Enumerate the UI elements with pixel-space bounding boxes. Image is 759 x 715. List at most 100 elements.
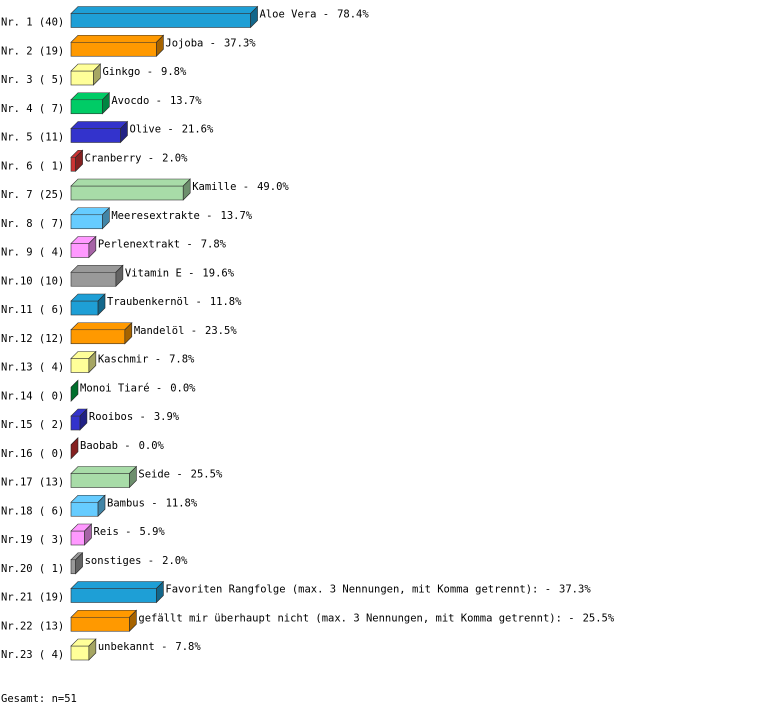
- bar-side-shade: [71, 437, 78, 459]
- bar-side: [93, 63, 101, 86]
- row-label: Nr.11 ( 6): [1, 304, 64, 316]
- row-label: Nr.13 ( 4): [1, 362, 64, 374]
- bar-side-shade: [124, 322, 132, 344]
- bar: [70, 494, 106, 517]
- bar-side: [79, 408, 88, 431]
- bar: [70, 264, 124, 287]
- row-label: Nr.23 ( 4): [1, 649, 64, 661]
- bar: [70, 34, 165, 57]
- bar-side: [115, 264, 124, 287]
- bar: [70, 322, 133, 345]
- value-label: 78.4%: [337, 9, 369, 21]
- bar-front: [70, 300, 99, 316]
- bar-front: [70, 41, 157, 57]
- bar-front: [70, 588, 157, 603]
- bar-label: Mandelöl - 23.5%: [134, 325, 238, 337]
- bar-front: [70, 415, 81, 431]
- value-label: 3.9%: [154, 411, 180, 423]
- row-label: Nr. 1 (40): [1, 17, 64, 29]
- bar-label: Meeresextrakte - 13.7%: [111, 210, 252, 222]
- bar: [70, 465, 138, 489]
- value-label: 11.8%: [210, 296, 242, 308]
- bar-label: Jojoba - 37.3%: [165, 37, 256, 49]
- bar-side-shade: [129, 466, 137, 488]
- value-label: 23.5%: [205, 325, 237, 337]
- bar-label: Perlenextrakt - 7.8%: [98, 239, 227, 251]
- bar-label: Baobab - 0.0%: [80, 440, 165, 452]
- bar-side: [250, 5, 258, 29]
- category-label: Avocdo -: [111, 95, 162, 107]
- bar-side: [88, 350, 97, 374]
- bar-front: [70, 645, 90, 661]
- bar-top: [70, 6, 259, 14]
- bar-label: sonstiges - 2.0%: [85, 555, 189, 567]
- row-label: Nr.22 (13): [1, 620, 64, 632]
- bar-top: [70, 34, 165, 43]
- value-label: 0.0%: [139, 440, 165, 452]
- value-label: 0.0%: [170, 382, 196, 394]
- bar-side-shade: [88, 639, 96, 660]
- bar-side: [88, 638, 97, 661]
- row-label: Nr.18 ( 6): [1, 505, 64, 517]
- category-label: unbekannt -: [98, 641, 168, 653]
- bar: [70, 638, 97, 661]
- bar-top: [70, 581, 165, 589]
- bar: [70, 350, 97, 374]
- bar-front: [70, 70, 94, 86]
- row-label: Nr.17 (13): [1, 477, 64, 489]
- row-label: Nr.10 (10): [1, 275, 64, 287]
- bar-front: [70, 156, 76, 172]
- bar-side-shade: [84, 524, 92, 545]
- bar-label: Bambus - 11.8%: [107, 497, 198, 509]
- category-label: Rooibos -: [89, 411, 146, 423]
- bar-front: [70, 329, 126, 345]
- value-label: 7.8%: [169, 354, 195, 366]
- bar: [70, 207, 111, 230]
- category-label: Ginkgo -: [102, 66, 153, 78]
- value-label: 37.3%: [224, 37, 256, 49]
- value-label: 2.0%: [162, 555, 188, 567]
- bar-side-shade: [75, 552, 83, 574]
- category-label: sonstiges -: [85, 555, 155, 567]
- row-label: Nr. 3 ( 5): [1, 74, 64, 86]
- bar: [70, 293, 106, 316]
- bar: [70, 235, 97, 259]
- bar-side: [102, 207, 110, 230]
- row-label: Nr.14 ( 0): [1, 390, 64, 402]
- row-label: Nr.20 ( 1): [1, 563, 64, 575]
- bar: [70, 580, 165, 604]
- bar-side: [70, 379, 79, 402]
- row-label: Nr. 4 ( 7): [1, 103, 64, 115]
- value-label: 13.7%: [170, 95, 202, 107]
- category-label: Monoi Tiaré -: [80, 382, 162, 394]
- bar: [70, 120, 129, 144]
- bar-label: Traubenkernöl - 11.8%: [107, 296, 242, 308]
- bar-side-shade: [156, 35, 164, 57]
- bar-side: [70, 437, 79, 460]
- bar: [70, 552, 84, 575]
- bar-side: [102, 92, 110, 115]
- bar-side: [156, 34, 164, 57]
- category-label: Perlenextrakt -: [98, 239, 193, 251]
- category-label: Cranberry -: [85, 152, 155, 164]
- bar-front: [70, 501, 99, 517]
- category-label: Traubenkernöl -: [107, 296, 202, 308]
- category-label: Aloe Vera -: [260, 9, 330, 21]
- category-label: Reis -: [94, 526, 132, 538]
- footer: Gesamt: n=51: [1, 693, 77, 705]
- value-label: 19.6%: [202, 267, 234, 279]
- row-label: Nr.21 (19): [1, 592, 64, 604]
- bar-side: [129, 609, 137, 632]
- row-label: Nr.19 ( 3): [1, 534, 64, 546]
- value-label: 11.8%: [166, 497, 198, 509]
- bar-side-shade: [88, 351, 96, 373]
- bar-side-shade: [156, 581, 164, 603]
- bar-side: [97, 293, 106, 316]
- bar-side-shade: [88, 236, 96, 258]
- category-label: Kamille -: [192, 181, 249, 193]
- bar-side-shade: [129, 610, 137, 632]
- bar-front: [70, 13, 251, 28]
- category-label: Baobab -: [80, 440, 131, 452]
- bar-side: [97, 494, 106, 517]
- bar-front: [70, 616, 130, 632]
